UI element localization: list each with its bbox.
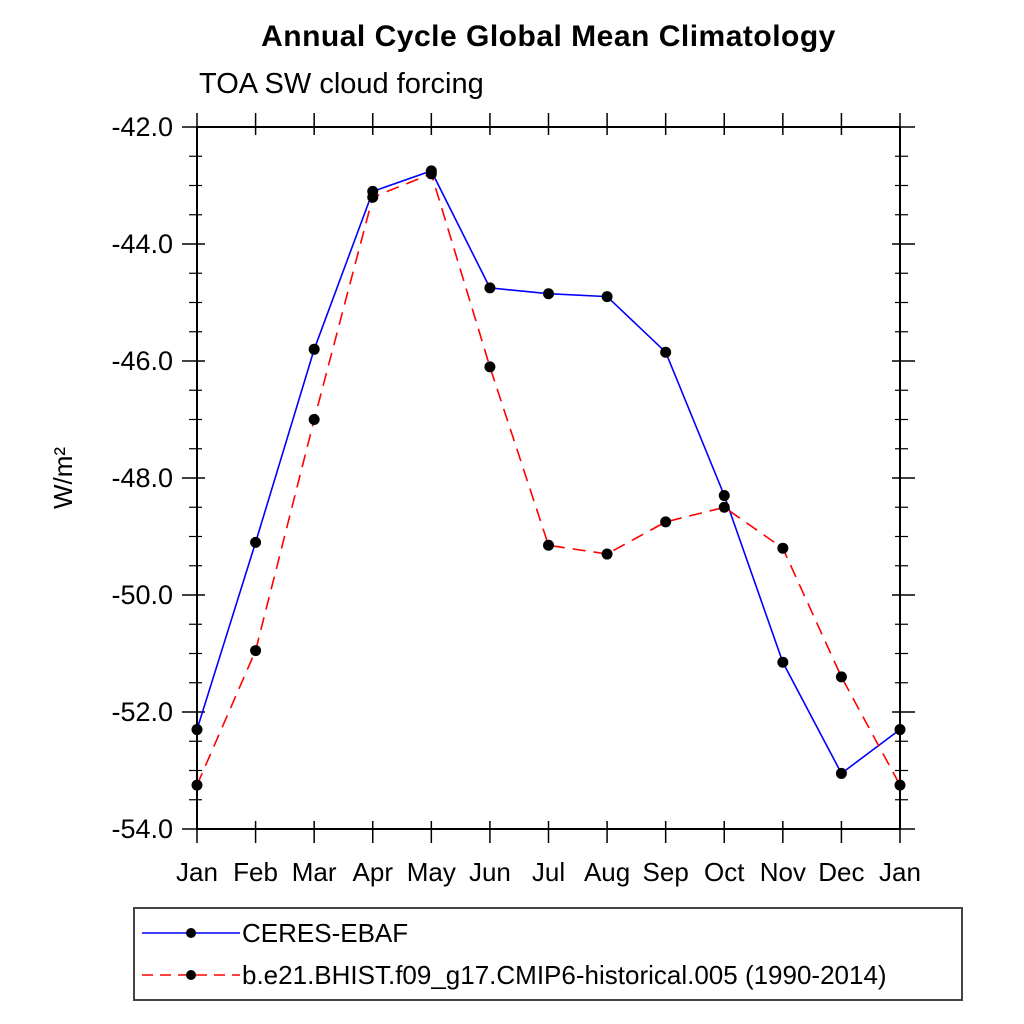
series-line-1 [196, 172, 901, 786]
data-point-s0-9 [718, 490, 730, 502]
data-point-s0-2 [308, 343, 320, 355]
data-point-s1-7 [601, 548, 613, 560]
data-point-s1-2 [308, 414, 320, 425]
x-tick-label: Jul [532, 857, 565, 887]
y-tick-label: -48.0 [111, 463, 173, 493]
data-point-s0-12 [894, 724, 906, 736]
x-tick-label: Jan [879, 857, 921, 887]
y-tick-label: -44.0 [111, 229, 173, 259]
y-tick-label: -54.0 [111, 814, 173, 844]
data-point-s1-4 [425, 168, 437, 180]
legend-sample-dashed-line-icon [142, 970, 240, 980]
data-point-s1-12 [894, 779, 906, 791]
chart-title: Annual Cycle Global Mean Climatology [261, 20, 836, 53]
data-point-s1-8 [660, 516, 672, 528]
y-tick-label: -52.0 [111, 697, 173, 727]
legend-item-1: b.e21.BHIST.f09_g17.CMIP6-historical.005… [140, 956, 961, 994]
data-point-s1-11 [835, 671, 847, 683]
legend-item-0: CERES-EBAF [140, 914, 961, 952]
x-tick-label: Apr [353, 857, 394, 887]
data-point-s0-5 [484, 282, 496, 294]
y-tick-label: -42.0 [111, 112, 173, 142]
y-tick-label: -46.0 [111, 346, 173, 376]
x-tick-label: May [407, 857, 456, 887]
plot-frame [196, 126, 901, 830]
data-point-s1-0 [191, 779, 203, 791]
data-point-s1-3 [367, 191, 379, 203]
legend-sample-solid-line-icon [142, 928, 240, 938]
data-point-s1-9 [718, 501, 730, 513]
legend-label: b.e21.BHIST.f09_g17.CMIP6-historical.005… [242, 959, 887, 990]
y-axis-label: W/m² [48, 447, 78, 509]
y-tick-label: -50.0 [111, 580, 173, 610]
x-tick-label: Oct [704, 857, 745, 887]
data-point-s0-1 [250, 536, 262, 548]
data-point-s0-6 [543, 288, 554, 300]
data-point-s0-11 [835, 767, 847, 779]
x-tick-label: Feb [233, 857, 278, 887]
chart-subtitle: TOA SW cloud forcing [199, 68, 484, 100]
legend-label: CERES-EBAF [242, 917, 409, 948]
data-point-s1-5 [484, 361, 496, 373]
x-tick-label: Dec [818, 857, 864, 887]
data-point-s1-10 [777, 542, 789, 554]
data-point-s0-7 [601, 291, 613, 303]
data-point-s0-10 [777, 656, 789, 668]
x-tick-label: Nov [760, 857, 806, 887]
x-tick-label: Aug [584, 857, 630, 887]
data-point-s0-0 [191, 724, 203, 736]
x-tick-label: Mar [292, 857, 337, 887]
x-tick-label: Jan [176, 857, 218, 887]
x-tick-label: Sep [643, 857, 689, 887]
x-tick-label: Jun [469, 857, 511, 887]
series-line-0 [196, 169, 901, 775]
data-point-s0-8 [660, 346, 672, 358]
data-point-s1-1 [250, 645, 262, 657]
data-point-s1-6 [543, 539, 554, 551]
legend: CERES-EBAF b.e21.BHIST.f09_g17.CMIP6-hist… [133, 907, 963, 1001]
